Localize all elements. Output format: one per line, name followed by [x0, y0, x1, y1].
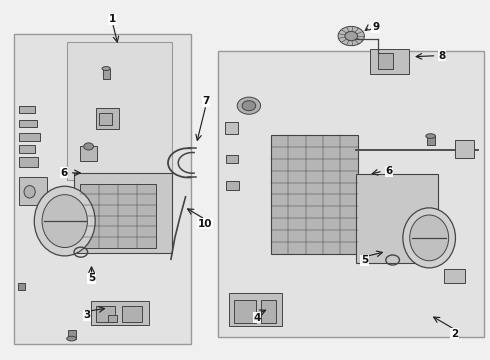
Text: 5: 5 — [361, 255, 368, 265]
Bar — [19, 177, 47, 205]
Bar — [91, 301, 148, 325]
Bar — [234, 300, 256, 323]
Bar — [19, 145, 35, 153]
Bar — [19, 133, 40, 141]
Text: 6: 6 — [60, 168, 68, 178]
Bar — [108, 315, 117, 322]
Bar — [218, 51, 484, 337]
Bar — [261, 300, 276, 323]
Text: 10: 10 — [198, 219, 212, 229]
Bar — [103, 68, 110, 79]
Bar — [67, 42, 172, 180]
Bar — [14, 33, 192, 344]
Circle shape — [345, 31, 358, 41]
Bar — [370, 49, 409, 74]
Bar — [122, 306, 142, 322]
Ellipse shape — [102, 67, 110, 71]
Ellipse shape — [34, 186, 95, 256]
Text: 5: 5 — [88, 273, 95, 283]
Circle shape — [242, 101, 256, 111]
Circle shape — [84, 143, 94, 150]
Bar — [229, 293, 282, 327]
Bar — [96, 108, 119, 129]
Bar — [455, 140, 474, 158]
Text: 9: 9 — [372, 22, 379, 32]
Bar — [99, 113, 112, 125]
Bar — [74, 173, 172, 253]
Bar — [19, 120, 37, 127]
Bar — [19, 157, 38, 167]
Text: 2: 2 — [451, 329, 458, 339]
Bar — [444, 269, 465, 283]
Circle shape — [237, 97, 261, 114]
Ellipse shape — [24, 185, 35, 198]
Bar — [68, 330, 76, 339]
Bar — [19, 106, 34, 113]
Ellipse shape — [42, 195, 87, 248]
Bar — [18, 283, 25, 290]
Text: 7: 7 — [202, 96, 210, 107]
Text: 6: 6 — [385, 166, 392, 176]
Bar — [378, 53, 392, 69]
Bar — [96, 306, 116, 322]
Text: 1: 1 — [109, 14, 116, 24]
Text: 3: 3 — [83, 310, 90, 320]
Bar — [224, 122, 238, 134]
Bar — [80, 146, 97, 161]
Ellipse shape — [403, 208, 456, 268]
Text: 4: 4 — [253, 312, 261, 323]
Bar — [225, 181, 239, 190]
Bar — [80, 184, 156, 248]
Bar — [225, 156, 238, 163]
Circle shape — [338, 26, 365, 46]
Bar — [427, 136, 435, 145]
Ellipse shape — [410, 215, 449, 261]
Ellipse shape — [426, 134, 436, 138]
Bar — [271, 135, 358, 254]
Bar — [356, 174, 438, 263]
Ellipse shape — [67, 336, 76, 341]
Text: 8: 8 — [439, 51, 446, 61]
